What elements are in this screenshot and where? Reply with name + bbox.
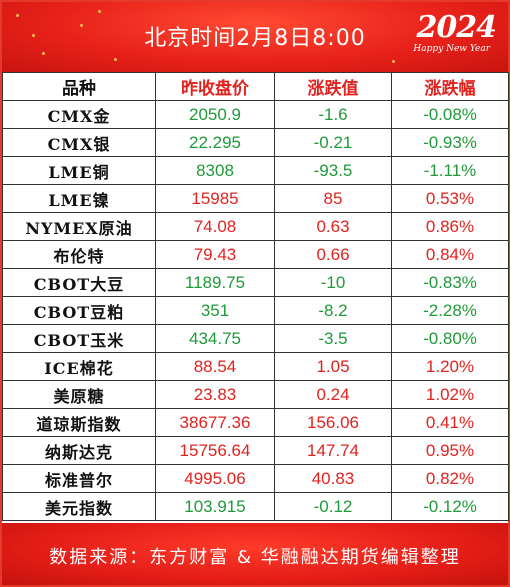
table-row: CBOT豆粕 351 -8.2 -2.28% <box>2 296 509 325</box>
change-pct-value: 0.95% <box>391 436 509 465</box>
instrument-name: 美原糖 <box>2 380 156 409</box>
change-pct-value: 0.82% <box>391 464 509 493</box>
change-pct-value: -0.93% <box>391 128 509 157</box>
year-badge: 2024 <box>416 10 497 45</box>
prev-close-value: 8308 <box>155 156 275 185</box>
header-banner: 北京时间2月8日8:00 2024 Happy New Year <box>2 2 508 72</box>
table-row: 道琼斯指数 38677.36 156.06 0.41% <box>2 408 509 437</box>
change-pct-value: 0.41% <box>391 408 509 437</box>
prev-close-value: 22.295 <box>155 128 275 157</box>
change-value: 0.63 <box>274 212 392 241</box>
change-pct-value: 0.86% <box>391 212 509 241</box>
instrument-name: 道琼斯指数 <box>2 408 156 437</box>
change-pct-value: -0.12% <box>391 492 509 521</box>
prev-close-value: 79.43 <box>155 240 275 269</box>
change-pct-value: 0.53% <box>391 184 509 213</box>
change-value: -1.6 <box>274 100 392 129</box>
table-header-row: 品种 昨收盘价 涨跌值 涨跌幅 <box>2 72 509 101</box>
change-pct-value: 1.02% <box>391 380 509 409</box>
change-value: 40.83 <box>274 464 392 493</box>
instrument-name: 布伦特 <box>2 240 156 269</box>
change-pct-value: 1.20% <box>391 352 509 381</box>
instrument-name: CBOT大豆 <box>2 268 156 297</box>
table-row: CBOT大豆 1189.75 -10 -0.83% <box>2 268 509 297</box>
header-title: 北京时间2月8日8:00 <box>144 26 366 51</box>
change-value: -10 <box>274 268 392 297</box>
prev-close-value: 15985 <box>155 184 275 213</box>
column-header-change: 涨跌值 <box>274 72 392 101</box>
table-row: LME铜 8308 -93.5 -1.11% <box>2 156 509 185</box>
change-value: 0.24 <box>274 380 392 409</box>
year-badge-subtitle: Happy New Year <box>413 44 490 54</box>
change-value: 147.74 <box>274 436 392 465</box>
table-row: 纳斯达克 15756.64 147.74 0.95% <box>2 436 509 465</box>
column-header-change-pct: 涨跌幅 <box>391 72 509 101</box>
change-pct-value: -1.11% <box>391 156 509 185</box>
instrument-name: ICE棉花 <box>2 352 156 381</box>
table-row: CMX银 22.295 -0.21 -0.93% <box>2 128 509 157</box>
prev-close-value: 15756.64 <box>155 436 275 465</box>
footer-banner: 数据来源：东方财富 & 华融融达期货编辑整理 <box>2 523 508 585</box>
table-row: 美元指数 103.915 -0.12 -0.12% <box>2 492 509 521</box>
instrument-name: LME镍 <box>2 184 156 213</box>
instrument-name: 标准普尔 <box>2 464 156 493</box>
change-pct-value: 0.84% <box>391 240 509 269</box>
prev-close-value: 74.08 <box>155 212 275 241</box>
table-row: LME镍 15985 85 0.53% <box>2 184 509 213</box>
prev-close-value: 38677.36 <box>155 408 275 437</box>
data-source-note: 数据来源：东方财富 & 华融融达期货编辑整理 <box>49 547 461 568</box>
change-value: -93.5 <box>274 156 392 185</box>
prev-close-value: 1189.75 <box>155 268 275 297</box>
change-value: -8.2 <box>274 296 392 325</box>
change-value: -3.5 <box>274 324 392 353</box>
change-pct-value: -0.08% <box>391 100 509 129</box>
instrument-name: CMX金 <box>2 100 156 129</box>
quotes-table: 品种 昨收盘价 涨跌值 涨跌幅 CMX金 2050.9 -1.6 -0.08% CMX银… <box>2 72 509 521</box>
prev-close-value: 23.83 <box>155 380 275 409</box>
table-row: 标准普尔 4995.06 40.83 0.82% <box>2 464 509 493</box>
change-value: 85 <box>274 184 392 213</box>
table-row: NYMEX原油 74.08 0.63 0.86% <box>2 212 509 241</box>
table-row: 布伦特 79.43 0.66 0.84% <box>2 240 509 269</box>
prev-close-value: 2050.9 <box>155 100 275 129</box>
change-pct-value: -0.80% <box>391 324 509 353</box>
instrument-name: 纳斯达克 <box>2 436 156 465</box>
table-row: 美原糖 23.83 0.24 1.02% <box>2 380 509 409</box>
table-row: CBOT玉米 434.75 -3.5 -0.80% <box>2 324 509 353</box>
change-pct-value: -2.28% <box>391 296 509 325</box>
prev-close-value: 103.915 <box>155 492 275 521</box>
instrument-name: 美元指数 <box>2 492 156 521</box>
prev-close-value: 88.54 <box>155 352 275 381</box>
change-value: 156.06 <box>274 408 392 437</box>
table-row: ICE棉花 88.54 1.05 1.20% <box>2 352 509 381</box>
table-row: CMX金 2050.9 -1.6 -0.08% <box>2 100 509 129</box>
change-value: -0.21 <box>274 128 392 157</box>
prev-close-value: 4995.06 <box>155 464 275 493</box>
instrument-name: NYMEX原油 <box>2 212 156 241</box>
prev-close-value: 351 <box>155 296 275 325</box>
change-value: 1.05 <box>274 352 392 381</box>
change-value: 0.66 <box>274 240 392 269</box>
instrument-name: LME铜 <box>2 156 156 185</box>
instrument-name: CMX银 <box>2 128 156 157</box>
prev-close-value: 434.75 <box>155 324 275 353</box>
change-pct-value: -0.83% <box>391 268 509 297</box>
column-header-prev-close: 昨收盘价 <box>155 72 275 101</box>
column-header-instrument: 品种 <box>2 72 156 101</box>
change-value: -0.12 <box>274 492 392 521</box>
instrument-name: CBOT豆粕 <box>2 296 156 325</box>
instrument-name: CBOT玉米 <box>2 324 156 353</box>
